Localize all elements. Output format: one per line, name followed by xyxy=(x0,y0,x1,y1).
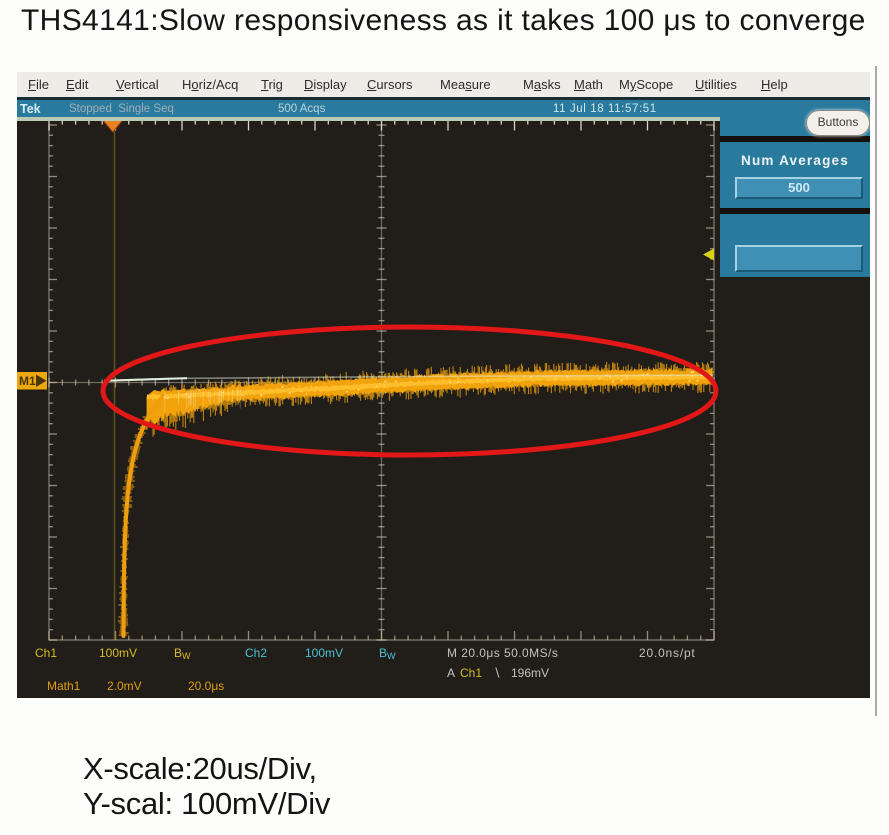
svg-text:M1: M1 xyxy=(19,374,36,388)
